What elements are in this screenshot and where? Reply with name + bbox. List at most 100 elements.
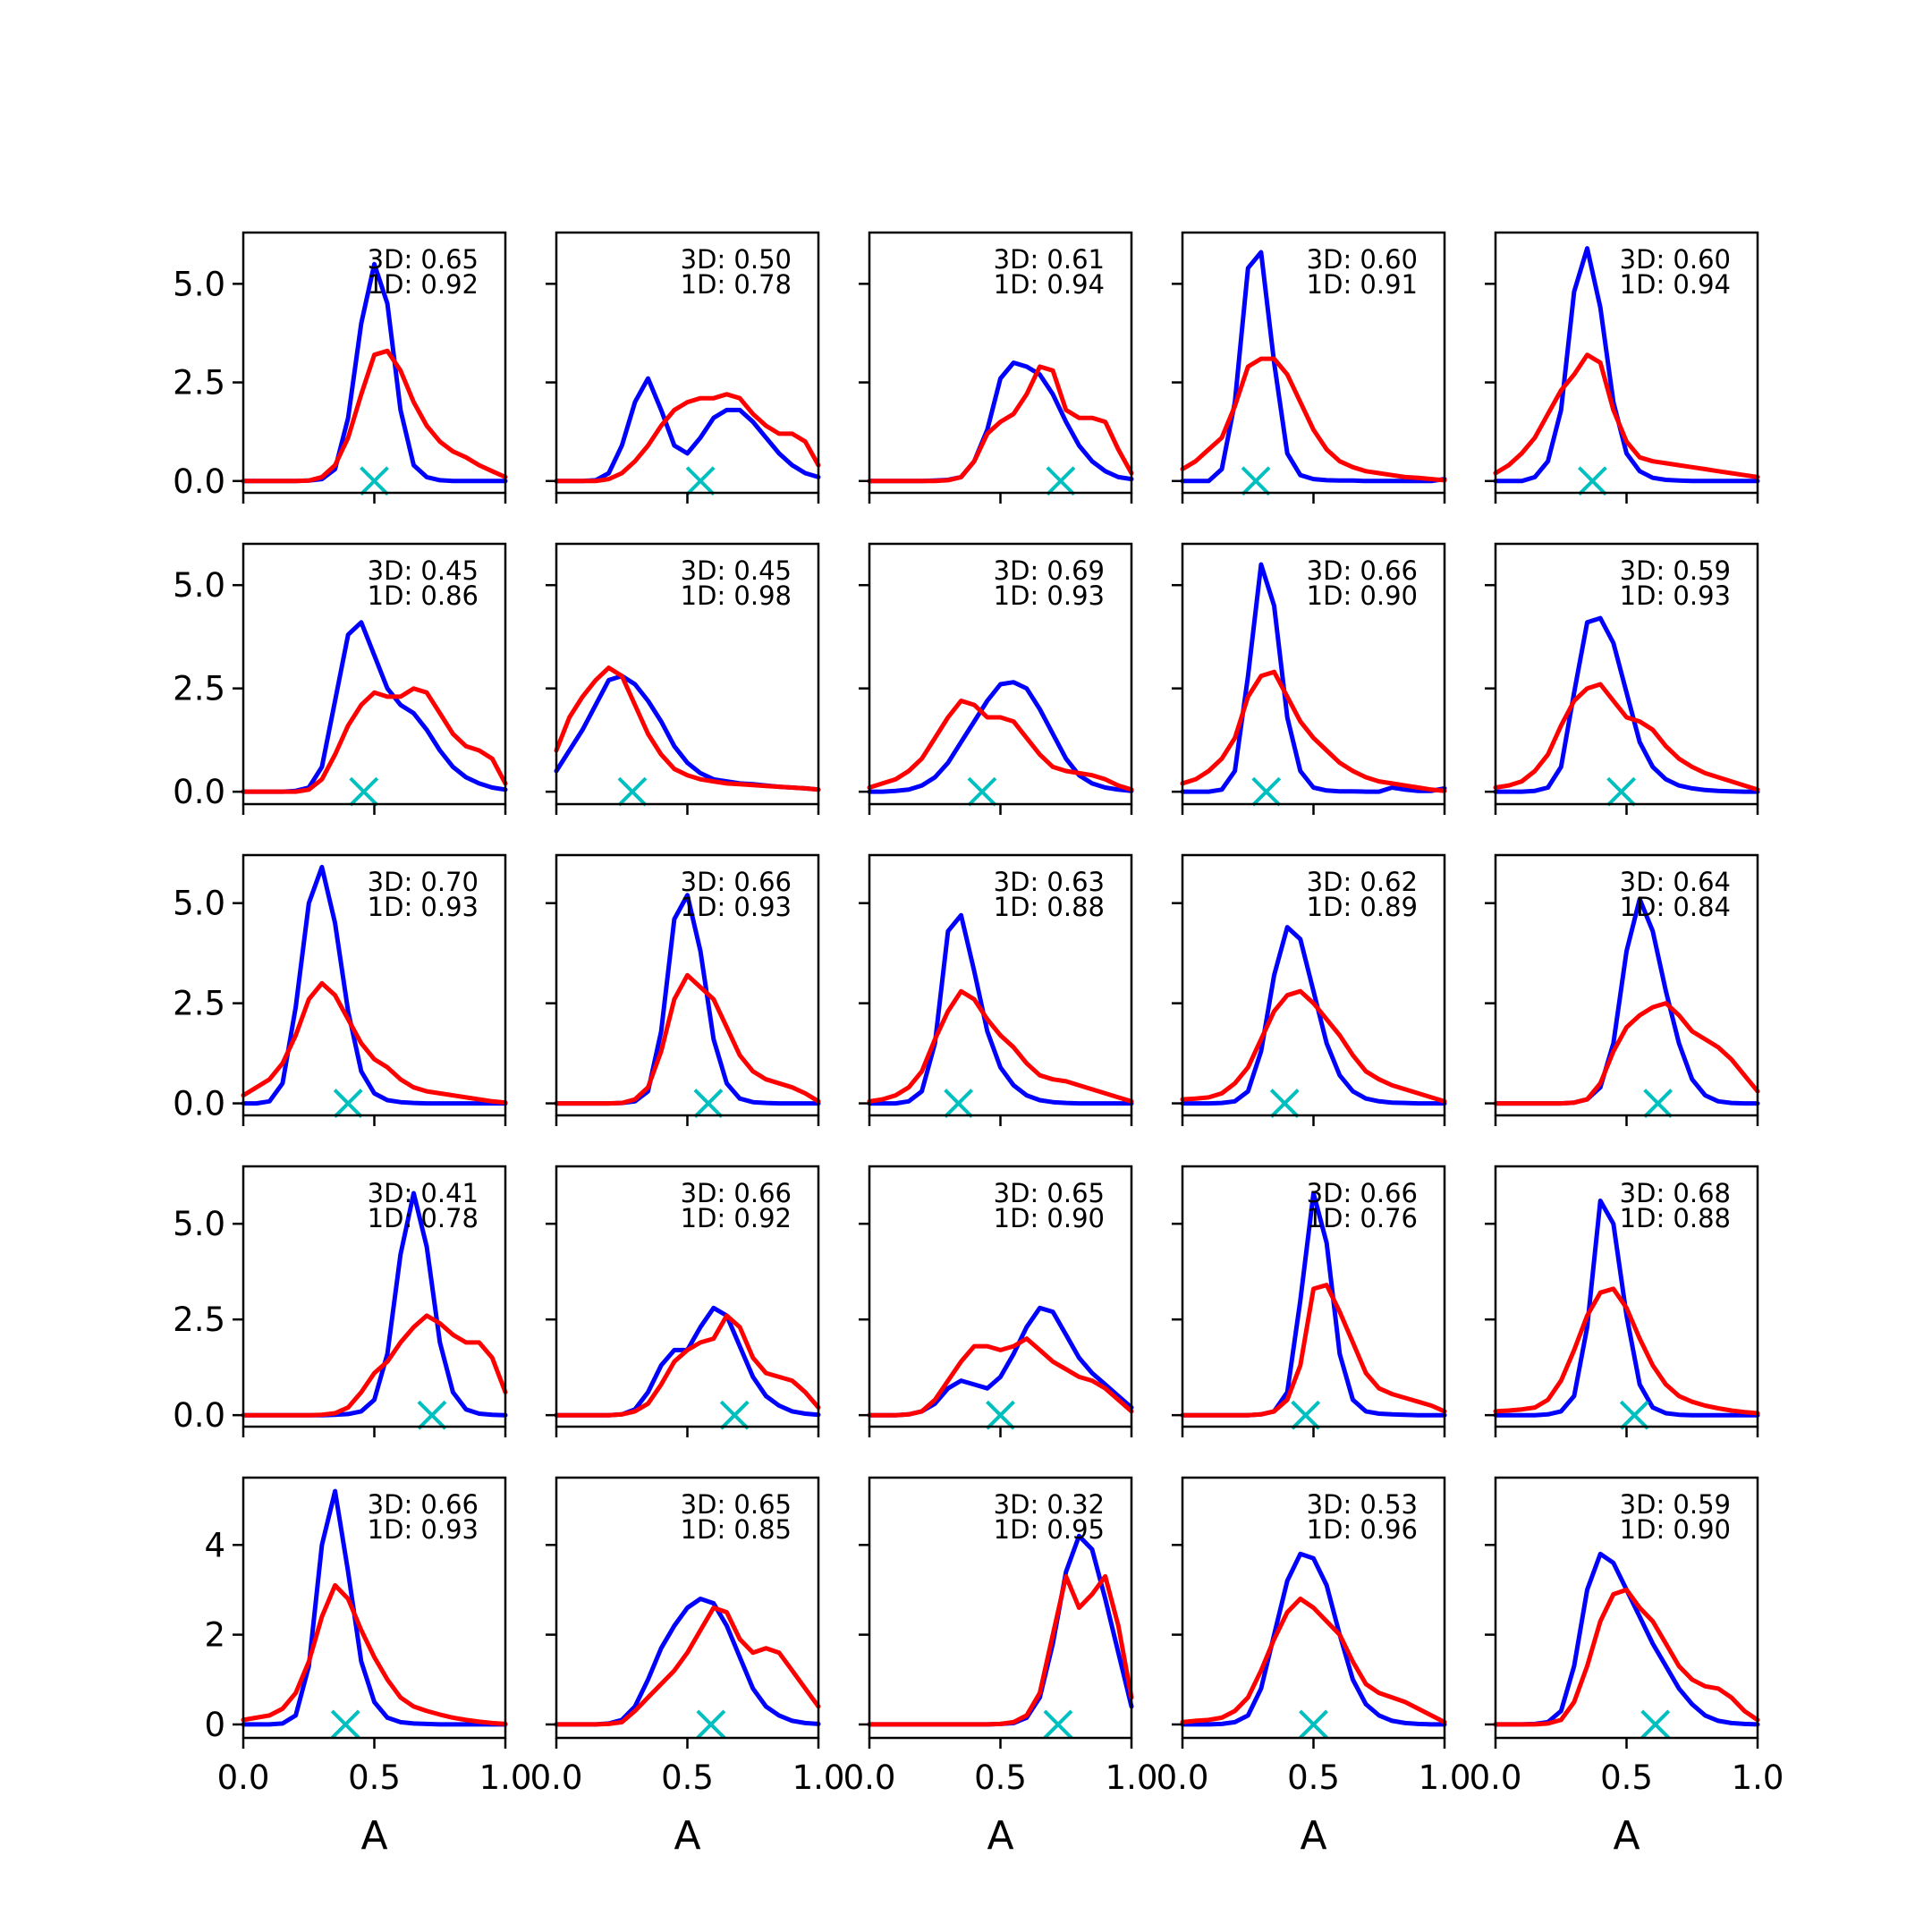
annotation-3d: 3D: 0.53: [1307, 1489, 1418, 1520]
red-density-line: [554, 1313, 821, 1418]
x-tick-label: 1.0: [792, 1758, 845, 1797]
annotation-3d: 3D: 0.60: [1307, 244, 1418, 275]
red-density-line: [241, 1313, 508, 1418]
reference-x-marker: [693, 1089, 724, 1118]
y-tick-label: 5.0: [173, 1205, 225, 1243]
y-tick-label: 5.0: [173, 885, 225, 923]
annotation-1d: 1D: 0.96: [1307, 1514, 1418, 1545]
reference-x-marker: [696, 1709, 726, 1740]
blue-density-line: [867, 912, 1134, 1106]
reference-x-marker: [417, 1400, 447, 1430]
annotation-3d: 3D: 0.64: [1620, 867, 1731, 897]
annotation-3d: 3D: 0.63: [994, 867, 1105, 897]
annotation-3d: 3D: 0.62: [1307, 867, 1418, 897]
x-axis-label: A: [1300, 1813, 1326, 1859]
annotation-3d: 3D: 0.41: [368, 1178, 479, 1208]
x-tick-label: 0.0: [843, 1758, 896, 1797]
annotation-3d: 3D: 0.45: [368, 555, 479, 586]
y-tick-label: 5.0: [173, 566, 225, 605]
y-tick-label: 0.0: [173, 773, 225, 811]
x-tick-label: 0.5: [1600, 1758, 1653, 1797]
reference-x-marker: [1046, 466, 1076, 496]
blue-density-line: [241, 1488, 508, 1727]
annotation-3d: 3D: 0.65: [994, 1178, 1105, 1208]
annotation-1d: 1D: 0.94: [1620, 269, 1731, 300]
reference-x-marker: [1299, 1709, 1328, 1740]
annotation-3d: 3D: 0.65: [368, 244, 479, 275]
annotation-1d: 1D: 0.93: [368, 1514, 479, 1545]
blue-density-line: [1493, 615, 1760, 794]
annotation-1d: 1D: 0.92: [681, 1203, 792, 1233]
x-tick-label: 0.0: [530, 1758, 583, 1797]
annotation-3d: 3D: 0.65: [681, 1489, 792, 1520]
x-axis-label: A: [1613, 1813, 1640, 1859]
annotation-3d: 3D: 0.60: [1620, 244, 1731, 275]
red-density-line: [554, 972, 821, 1106]
reference-x-marker: [1619, 1400, 1649, 1430]
annotation-3d: 3D: 0.66: [681, 867, 792, 897]
y-tick-label: 2.5: [173, 670, 225, 708]
annotation-1d: 1D: 0.93: [994, 580, 1105, 611]
red-density-line: [1493, 1286, 1760, 1416]
annotation-3d: 3D: 0.59: [1620, 555, 1731, 586]
x-tick-label: 1.0: [1419, 1758, 1471, 1797]
annotation-3d: 3D: 0.45: [681, 555, 792, 586]
x-tick-label: 1.0: [479, 1758, 532, 1797]
red-density-line: [554, 392, 821, 484]
annotation-1d: 1D: 0.92: [368, 269, 479, 300]
reference-x-marker: [1606, 776, 1637, 807]
y-tick-label: 0.0: [173, 462, 225, 501]
annotation-3d: 3D: 0.66: [681, 1178, 792, 1208]
blue-density-line: [1180, 925, 1447, 1106]
reference-x-marker: [349, 776, 379, 807]
annotation-1d: 1D: 0.90: [1620, 1514, 1731, 1545]
y-tick-label: 0.0: [173, 1396, 225, 1435]
reference-x-marker: [685, 466, 716, 496]
y-tick-label: 2.5: [173, 1301, 225, 1339]
reference-x-marker: [360, 466, 389, 496]
reference-x-marker: [1269, 1089, 1300, 1118]
blue-density-line: [1180, 1551, 1447, 1727]
red-density-line: [867, 364, 1134, 484]
x-axis-label: A: [987, 1813, 1013, 1859]
annotation-3d: 3D: 0.61: [994, 244, 1105, 275]
annotation-1d: 1D: 0.86: [368, 580, 479, 611]
red-density-line: [241, 348, 508, 484]
blue-density-line: [1493, 246, 1760, 484]
blue-density-line: [1180, 562, 1447, 794]
annotation-1d: 1D: 0.90: [994, 1203, 1105, 1233]
annotation-1d: 1D: 0.95: [994, 1514, 1105, 1545]
x-tick-label: 0.5: [974, 1758, 1027, 1797]
annotation-1d: 1D: 0.88: [994, 892, 1105, 922]
y-tick-label: 2.5: [173, 364, 225, 402]
red-density-line: [1493, 682, 1760, 792]
annotation-1d: 1D: 0.90: [1307, 580, 1418, 611]
y-tick-label: 0: [204, 1706, 225, 1744]
annotation-1d: 1D: 0.93: [681, 892, 792, 922]
blue-density-line: [1493, 1199, 1760, 1418]
annotation-3d: 3D: 0.32: [994, 1489, 1105, 1520]
annotation-1d: 1D: 0.94: [994, 269, 1105, 300]
x-tick-label: 0.5: [1287, 1758, 1340, 1797]
annotation-1d: 1D: 0.76: [1307, 1203, 1418, 1233]
red-density-line: [867, 1336, 1134, 1418]
red-density-line: [1180, 669, 1447, 793]
reference-x-marker: [1643, 1089, 1674, 1118]
red-density-line: [1493, 1587, 1760, 1727]
annotation-1d: 1D: 0.85: [681, 1514, 792, 1545]
x-tick-label: 0.0: [217, 1758, 270, 1797]
